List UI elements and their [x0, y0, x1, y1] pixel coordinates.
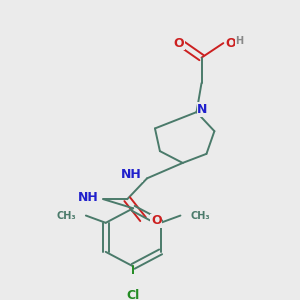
Text: CH₃: CH₃: [56, 211, 76, 220]
Text: Cl: Cl: [127, 289, 140, 300]
Text: O: O: [151, 214, 162, 227]
Text: NH: NH: [78, 191, 98, 204]
Text: N: N: [197, 103, 208, 116]
Text: CH₃: CH₃: [190, 211, 210, 220]
Text: O: O: [225, 37, 236, 50]
Text: O: O: [173, 37, 184, 50]
Text: NH: NH: [121, 168, 142, 181]
Text: H: H: [235, 36, 243, 46]
